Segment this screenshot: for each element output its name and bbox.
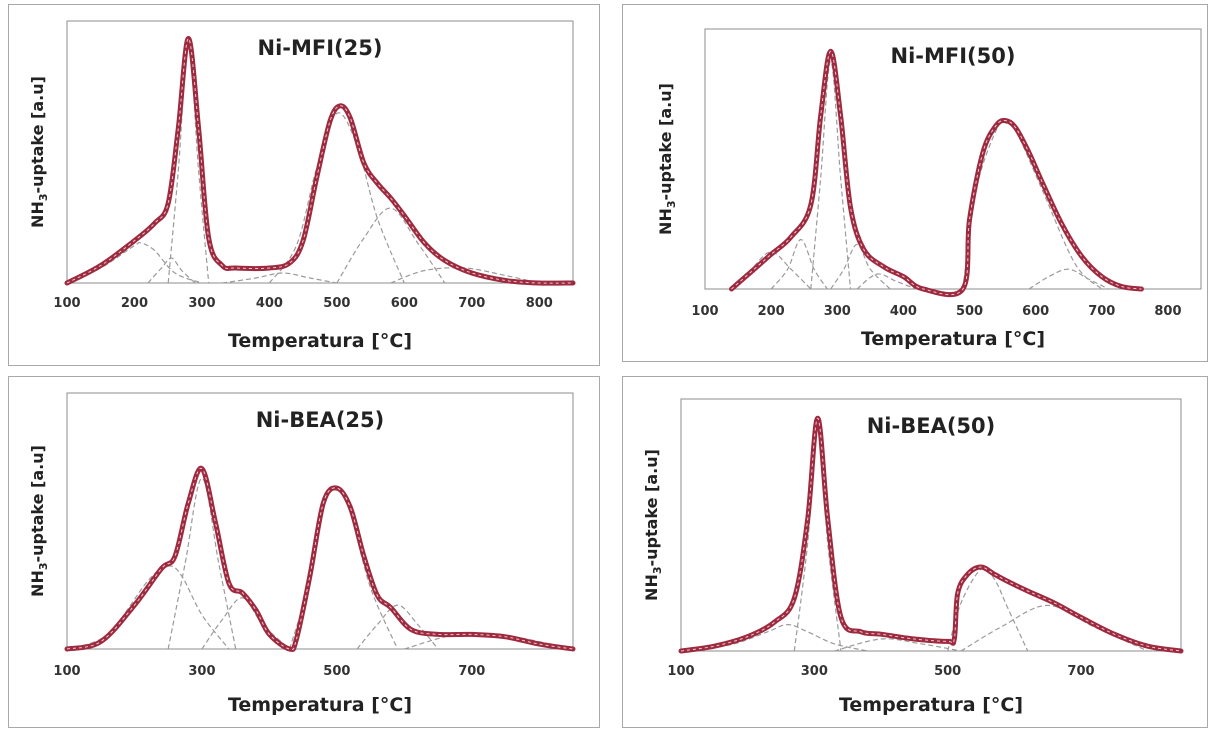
x-tick-label: 700: [458, 664, 485, 679]
chart-title: Ni-MFI(50): [891, 44, 1016, 68]
component-curve-2: [147, 257, 196, 284]
component-curve-2: [770, 238, 828, 290]
x-tick-label: 300: [801, 664, 828, 679]
x-axis-label: Temperatura [°C]: [839, 694, 1023, 716]
x-tick-label: 300: [824, 304, 851, 319]
plot-area: [680, 398, 1182, 652]
x-tick-label: 800: [526, 296, 553, 311]
x-tick-label: 500: [323, 664, 350, 679]
x-tick-label: 100: [691, 304, 718, 319]
chart-panel-ni-mfi-25: Ni-MFI(25) 100 200 300 400 500 600 700 800 Temper…: [8, 4, 600, 366]
total-curve-overlay: [680, 417, 1182, 652]
x-tick-label: 200: [121, 296, 148, 311]
x-tick-label: 100: [53, 664, 80, 679]
x-tick-label: 500: [956, 304, 983, 319]
component-curve-3: [201, 597, 291, 650]
x-tick-label: 700: [1067, 664, 1094, 679]
component-curve-2: [793, 422, 842, 652]
x-tick-label: 500: [323, 296, 350, 311]
chart-title: Ni-MFI(25): [258, 36, 383, 60]
chart-ni-mfi-50: Ni-MFI(50) 100 200 300 400 500 600 700 800 Temper…: [656, 28, 1202, 350]
plot-area: [704, 28, 1202, 290]
x-axis-label: Temperatura [°C]: [228, 330, 412, 352]
x-tick-label: 300: [188, 296, 215, 311]
component-curve-5: [268, 112, 405, 284]
chart-title: Ni-BEA(25): [256, 408, 385, 432]
x-tick-label: 100: [53, 296, 80, 311]
y-axis-label: NH3-uptake [a.u]: [656, 83, 678, 235]
chart-panel-ni-bea-50: Ni-BEA(50) 100 300 500 700 Temperatura [°C] NH…: [622, 376, 1208, 728]
x-tick-label: 600: [391, 296, 418, 311]
chart-ni-bea-50: Ni-BEA(50) 100 300 500 700 Temperatura [°C] NH…: [642, 398, 1184, 716]
y-axis-label: NH3-uptake [a.u]: [28, 445, 50, 597]
total-curve-overlay: [66, 37, 574, 284]
x-tick-label: 400: [890, 304, 917, 319]
component-curve-3: [810, 60, 852, 290]
x-tick-label: 700: [1088, 304, 1115, 319]
component-curve-6: [336, 207, 446, 284]
chart-panel-ni-bea-25: Ni-BEA(25) 100 300 500 700 Temperatura [°C] NH…: [8, 376, 600, 728]
component-curve-4: [830, 243, 891, 290]
x-axis-label: Temperatura [°C]: [228, 694, 412, 716]
x-tick-label: 600: [1022, 304, 1049, 319]
x-tick-label: 300: [188, 664, 215, 679]
component-curve-1: [694, 623, 868, 652]
x-tick-label: 700: [458, 296, 485, 311]
x-tick-label: 200: [758, 304, 785, 319]
y-axis-label: NH3-uptake [a.u]: [28, 76, 50, 228]
chart-ni-mfi-25: Ni-MFI(25) 100 200 300 400 500 600 700 800 Temper…: [28, 20, 576, 352]
component-curve-7: [1028, 268, 1109, 290]
total-curve-overlay: [66, 468, 574, 651]
component-curve-4: [222, 272, 338, 284]
component-curve-5: [856, 273, 917, 290]
component-curve-3: [834, 638, 962, 652]
x-tick-label: 400: [256, 296, 283, 311]
y-axis-label: NH3-uptake [a.u]: [642, 449, 664, 601]
chart-panel-ni-mfi-50: Ni-MFI(50) 100 200 300 400 500 600 700 800 Temper…: [622, 4, 1208, 362]
x-tick-label: 100: [667, 664, 694, 679]
chart-ni-bea-25: Ni-BEA(25) 100 300 500 700 Temperatura [°C] NH…: [28, 392, 576, 716]
x-axis-label: Temperatura [°C]: [861, 328, 1045, 350]
x-tick-label: 800: [1154, 304, 1181, 319]
component-curve-2: [167, 477, 237, 650]
x-tick-label: 500: [934, 664, 961, 679]
total-curve-overlay: [731, 50, 1142, 296]
chart-title: Ni-BEA(50): [867, 414, 996, 438]
